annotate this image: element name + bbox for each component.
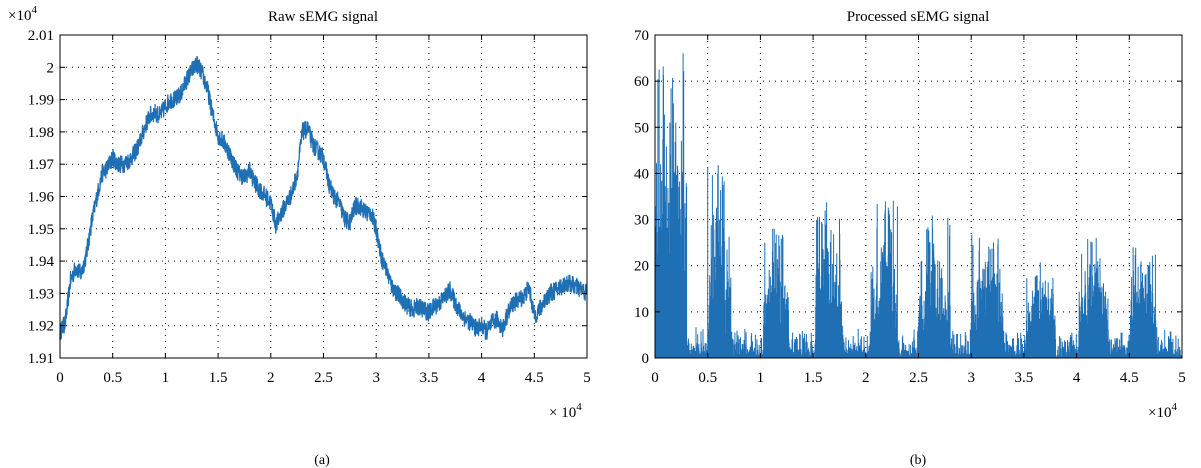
x-tick-label: 4.5 (1120, 370, 1139, 386)
y-tick-label: 40 (634, 166, 649, 182)
x-tick-label: 5 (1178, 370, 1186, 386)
processed-semg-chart: 0 0.5 1 1.5 2 2.5 3 3.5 4 4.5 5 0 10 20 30 40 50 60 70 Pr… (634, 9, 1186, 468)
x-tick-label: 3 (967, 370, 975, 386)
y-tick-label: 70 (634, 28, 649, 44)
x-tick-label: 4 (1073, 370, 1081, 386)
y-axis-ticks: 1.91 1.92 1.93 1.94 1.95 1.96 1.97 1.98 1.99 2 2.0… (28, 28, 587, 367)
y-tick-label: 1.94 (28, 254, 55, 270)
y-tick-label: 0 (642, 351, 650, 367)
x-tick-label: 0 (651, 370, 659, 386)
x-exponent-label: ×104 (1148, 401, 1177, 421)
y-tick-label: 2 (47, 60, 55, 76)
y-tick-label: 1.93 (28, 286, 54, 302)
x-tick-label: 4.5 (525, 370, 544, 386)
y-exponent-label: ×104 (8, 4, 37, 24)
panel-label: (b) (910, 453, 927, 468)
y-tick-label: 1.92 (28, 319, 54, 335)
raw-semg-chart: 0 0.5 1 1.5 2 2.5 3 3.5 4 4.5 5 1.911.921.931.941.… (8, 4, 591, 468)
x-axis-ticks: 0 0.5 1 1.5 2 2.5 3 3.5 4 4.5 5 (56, 35, 591, 386)
x-tick-label: 1.5 (209, 370, 228, 386)
y-tick-label: 1.99 (28, 93, 54, 109)
raw-signal-line (59, 55, 588, 341)
chart-title: Raw sEMG signal (268, 9, 378, 25)
y-tick-label: 20 (634, 259, 649, 275)
y-axis-ticks: 0 10 20 30 40 50 60 70 (634, 28, 1182, 367)
x-exponent-base: ×10 (1148, 405, 1171, 421)
y-tick-label: 1.98 (28, 125, 54, 141)
y-tick-label: 1.96 (28, 190, 55, 206)
x-tick-label: 2.5 (314, 370, 333, 386)
x-tick-label: 4 (478, 370, 486, 386)
x-exponent-power: 4 (1171, 401, 1177, 413)
x-tick-label: 1 (757, 370, 765, 386)
x-tick-label: 0.5 (698, 370, 717, 386)
x-tick-label: 1.5 (804, 370, 823, 386)
x-tick-label: 3.5 (1015, 370, 1034, 386)
x-axis-ticks: 0 0.5 1 1.5 2 2.5 3 3.5 4 4.5 5 (651, 35, 1186, 386)
y-tick-label: 1.97 (28, 157, 55, 173)
x-tick-label: 0.5 (103, 370, 122, 386)
x-tick-label: 3 (372, 370, 380, 386)
x-exponent-label: × 104 (549, 401, 582, 421)
x-tick-label: 2.5 (909, 370, 928, 386)
y-exponent-base: ×10 (8, 8, 31, 24)
x-tick-label: 2 (862, 370, 870, 386)
x-tick-label: 3.5 (420, 370, 439, 386)
y-tick-label: 1.91 (28, 351, 54, 367)
y-tick-label: 60 (634, 74, 649, 90)
y-exponent-power: 4 (31, 4, 37, 16)
chart-title: Processed sEMG signal (847, 9, 990, 25)
y-tick-label: 50 (634, 120, 649, 136)
x-exponent-base: × 10 (549, 405, 576, 421)
y-tick-label: 30 (634, 213, 649, 229)
y-tick-label: 1.95 (28, 222, 54, 238)
y-tick-label: 2.01 (28, 28, 54, 44)
x-tick-label: 0 (56, 370, 64, 386)
panel-label: (a) (314, 453, 330, 468)
y-tick-label: 10 (634, 305, 649, 321)
x-tick-label: 5 (583, 370, 591, 386)
plot-area (60, 35, 587, 358)
x-tick-label: 2 (267, 370, 275, 386)
x-exponent-power: 4 (576, 401, 582, 413)
x-tick-label: 1 (162, 370, 170, 386)
